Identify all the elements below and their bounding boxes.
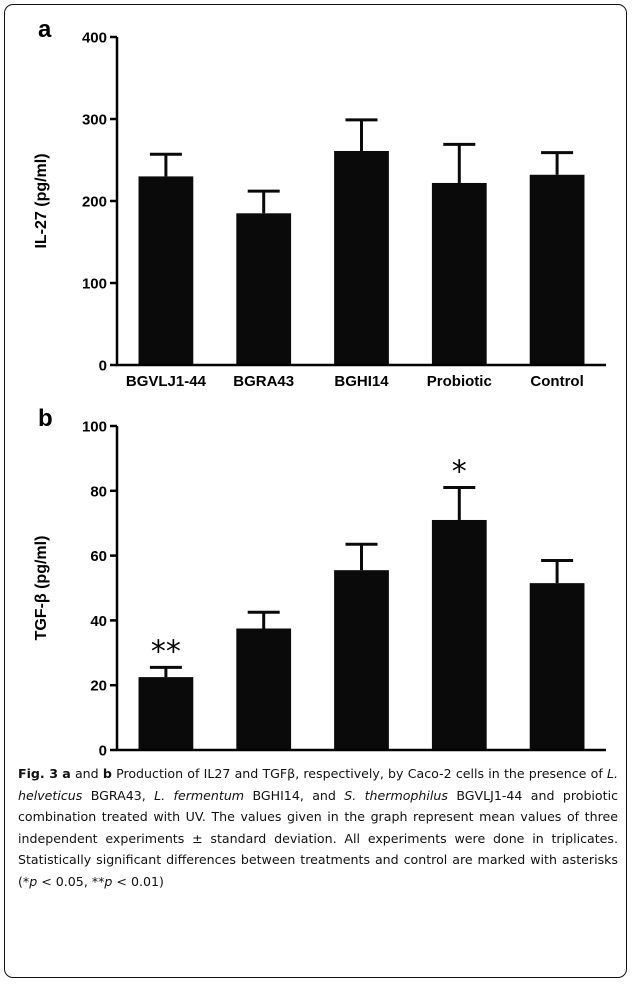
y-tick-label: 0 [99, 743, 107, 760]
caption-panel-a: a [62, 766, 71, 781]
caption-panel-b: b [102, 766, 112, 781]
y-tick-label: 40 [90, 613, 107, 630]
x-tick-label: Probiotic [427, 373, 492, 390]
bar [138, 677, 194, 750]
bar [236, 628, 292, 750]
bar [236, 213, 292, 365]
caption-species-1: L. helveticus [18, 766, 618, 803]
figure-charts: a IL-27 (pg/ml) BGVLJ1-44 BGRA43 BGHI14 Probi… [33, 16, 606, 760]
caption-and: and [70, 766, 103, 781]
y-tick-label: 60 [90, 548, 107, 565]
x-tick-label: BGVLJ1-44 [126, 373, 207, 390]
bar [334, 150, 389, 365]
caption-fig-label: Fig. 3 [18, 766, 59, 781]
bar [431, 182, 487, 365]
y-tick-label: 100 [82, 276, 107, 293]
significance-marker: * [452, 455, 467, 490]
y-tick-label: 400 [82, 30, 107, 47]
caption-text-4: BGVLJ1-44 and probiotic combination trea… [18, 787, 618, 889]
caption-p-2: p [104, 873, 113, 889]
caption-species-2: L. fermentum [154, 787, 245, 803]
x-tick-label: BGRA43 [233, 373, 294, 390]
y-tick-label: 0 [99, 358, 107, 375]
bar [529, 174, 585, 365]
figure-caption: Fig. 3 a and b Production of IL27 and TG… [18, 763, 618, 892]
panel-label: a [38, 16, 52, 43]
bar [529, 583, 585, 750]
significance-marker: ** [151, 634, 181, 669]
caption-species-3: S. thermophilus [344, 787, 448, 803]
y-axis-label: TGF-β (pg/ml) [33, 536, 50, 641]
y-tick-label: 100 [82, 419, 107, 436]
bar [334, 570, 389, 750]
bar [431, 519, 487, 750]
bar [138, 176, 194, 365]
caption-text-5: < 0.05, ** [37, 873, 105, 889]
y-axis-label: IL-27 (pg/ml) [33, 153, 50, 248]
figure-frame [4, 4, 627, 978]
caption-text-6: < 0.01) [112, 873, 164, 889]
panel-a: a IL-27 (pg/ml) BGVLJ1-44 BGRA43 BGHI14 Probi… [33, 16, 606, 390]
y-tick-label: 200 [82, 194, 107, 211]
caption-p-1: p [29, 873, 38, 889]
panel-label: b [38, 405, 53, 432]
caption-text-1: Production of IL27 and TGFβ, respectivel… [111, 766, 607, 781]
x-tick-label: Control [530, 373, 583, 390]
y-tick-label: 300 [82, 112, 107, 129]
caption-text-3: BGHI14, and [244, 787, 345, 803]
x-tick-label: BGHI14 [334, 373, 389, 390]
y-tick-label: 80 [90, 483, 107, 500]
y-tick-label: 20 [90, 678, 107, 695]
caption-text-2: BGRA43, [82, 787, 155, 803]
